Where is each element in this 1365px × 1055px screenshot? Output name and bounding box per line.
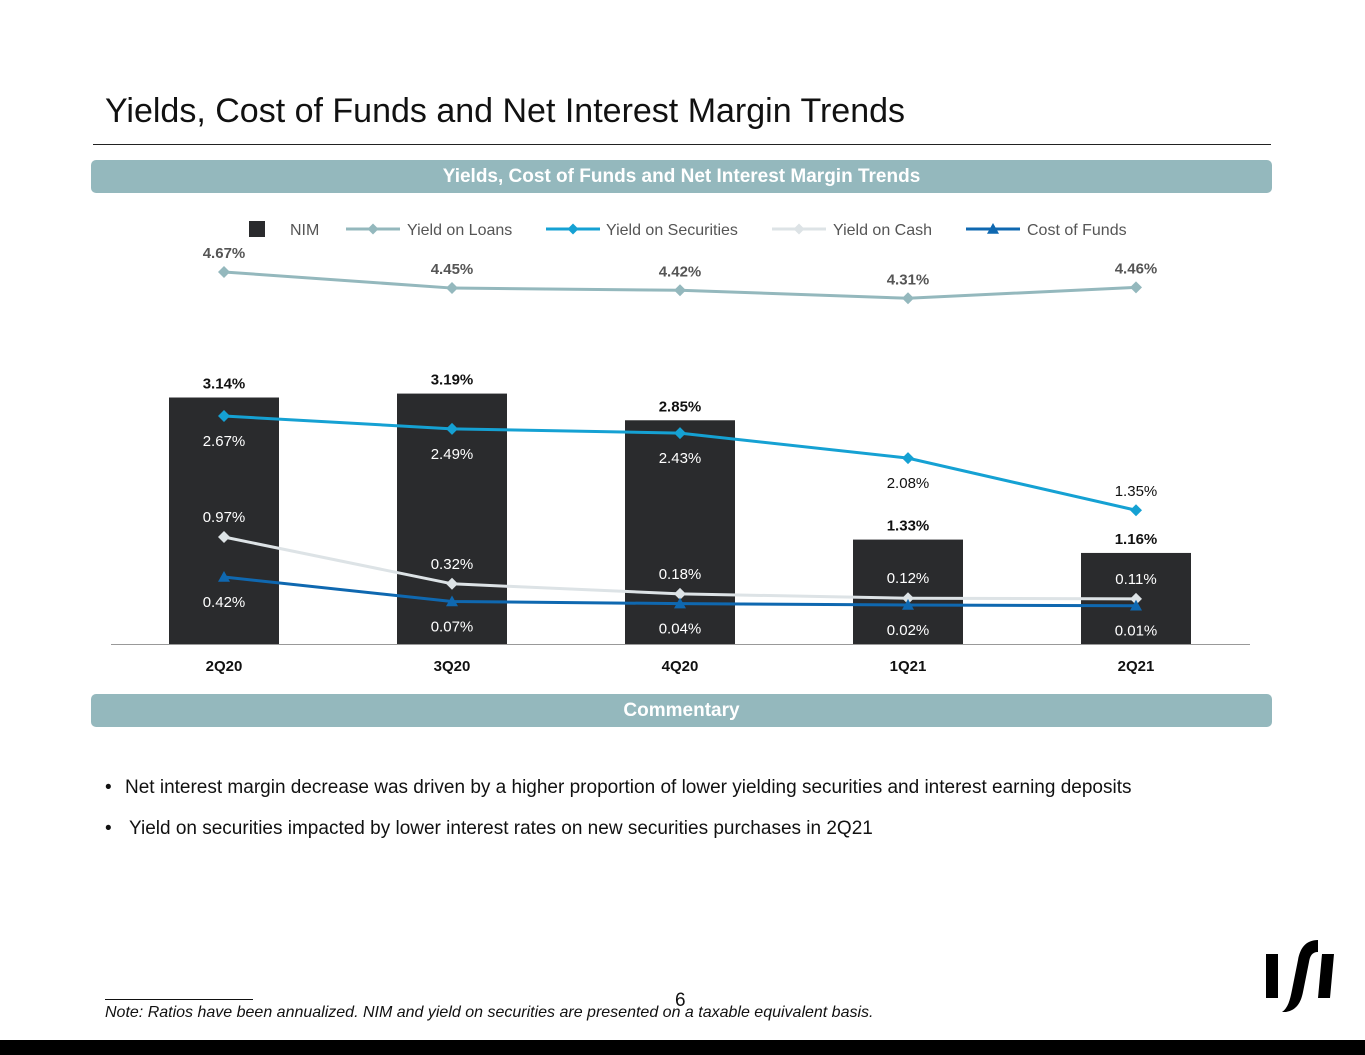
legend-marker (793, 223, 805, 235)
x-tick-label: 1Q21 (890, 658, 927, 675)
series-data-label: 4.42% (659, 263, 702, 280)
series-marker (218, 531, 230, 543)
series-marker (218, 571, 230, 582)
series-marker (902, 292, 914, 305)
series-data-label: 2.43% (659, 450, 702, 467)
nim-data-label: 2.85% (659, 398, 702, 415)
nim-data-label: 1.16% (1115, 531, 1158, 548)
series-marker (446, 422, 458, 435)
series-data-label: 0.97% (203, 509, 246, 526)
series-marker (902, 452, 914, 465)
nim-data-label: 3.19% (431, 372, 474, 389)
bullet-text: Net interest margin decrease was driven … (125, 777, 1132, 798)
series-marker (902, 599, 914, 610)
series-data-label: 0.07% (431, 619, 474, 636)
series-marker (218, 266, 230, 278)
footnote-rule (105, 999, 253, 1000)
series-marker (674, 587, 686, 600)
legend-label: Yield on Loans (407, 222, 512, 239)
series-data-label: 2.49% (431, 446, 474, 463)
series-marker (1130, 599, 1142, 611)
data-labels: 3.14% 3.19% 2.85% 1.33% 1.16% 4.67% 4.45% 4.42%… (203, 245, 1158, 640)
series-marker (1130, 504, 1142, 517)
series-marker (446, 577, 458, 590)
series-data-label: 0.04% (659, 621, 702, 638)
series-data-label: 0.01% (1115, 623, 1158, 640)
legend-label: NIM (290, 222, 319, 239)
series-data-label: 4.45% (431, 261, 474, 278)
series-marker (446, 282, 458, 295)
legend-marker (567, 223, 579, 235)
series-data-label: 0.42% (203, 594, 246, 611)
bottom-bar (0, 1040, 1365, 1055)
series-data-label: 0.02% (887, 622, 930, 639)
bullet-marker: • (105, 818, 112, 839)
series-lines (218, 266, 1142, 611)
x-tick-label: 3Q20 (434, 658, 471, 675)
series-data-label: 0.11% (1115, 571, 1156, 588)
nim-bar (169, 397, 279, 644)
legend-marker (987, 223, 999, 234)
commentary-bullet: • Yield on securities impacted by lower i… (105, 818, 873, 840)
x-axis: 2Q20 3Q20 4Q20 1Q21 2Q21 (111, 644, 1250, 675)
nim-data-label: 1.33% (887, 518, 930, 535)
series-marker (674, 284, 686, 297)
series-data-label: 0.32% (431, 556, 474, 573)
commentary-bullet: • Net interest margin decrease was driven… (105, 777, 1131, 799)
legend-swatch (249, 221, 265, 237)
page-title: Yields, Cost of Funds and Net Interest M… (105, 92, 906, 130)
series-data-label: 2.08% (887, 475, 930, 492)
commentary-header-band: Commentary (91, 694, 1272, 727)
nim-bar (853, 539, 963, 644)
x-tick-label: 4Q20 (662, 658, 699, 675)
series-data-label: 0.18% (659, 566, 702, 583)
bullet-text: Yield on securities impacted by lower in… (129, 818, 873, 839)
series-marker (1130, 281, 1142, 294)
bullet-marker: • (105, 777, 112, 798)
series-data-label: 1.35% (1115, 483, 1158, 500)
series-marker (218, 410, 230, 422)
series-data-label: 4.67% (203, 245, 246, 262)
legend-label: Yield on Securities (606, 222, 738, 239)
footnote: Note: Ratios have been annualized. NIM a… (105, 1004, 874, 1021)
legend-label: Cost of Funds (1027, 222, 1127, 239)
page-number: 6 (675, 990, 686, 1011)
title-divider (93, 144, 1271, 145)
x-tick-label: 2Q20 (206, 658, 243, 675)
series-marker (902, 592, 914, 605)
series-data-label: 4.31% (887, 271, 930, 288)
series-marker (674, 597, 686, 609)
x-tick-label: 2Q21 (1118, 658, 1155, 675)
series-data-label: 4.46% (1115, 260, 1158, 277)
nim-data-label: 3.14% (203, 376, 246, 393)
chart-legend: NIM Yield on Loans Yield on Securities Yiel… (249, 221, 1127, 239)
chart-header-band: Yields, Cost of Funds and Net Interest M… (91, 160, 1272, 193)
series-marker (1130, 592, 1142, 605)
legend-label: Yield on Cash (833, 222, 932, 239)
series-marker (674, 427, 686, 440)
series-marker (446, 595, 458, 607)
series-data-label: 2.67% (203, 433, 246, 450)
legend-marker (367, 223, 379, 235)
nim-yield-chart: NIM Yield on Loans Yield on Securities Yiel… (111, 221, 1250, 675)
series-data-label: 0.12% (887, 570, 930, 587)
brand-logo-icon (1266, 940, 1334, 1012)
